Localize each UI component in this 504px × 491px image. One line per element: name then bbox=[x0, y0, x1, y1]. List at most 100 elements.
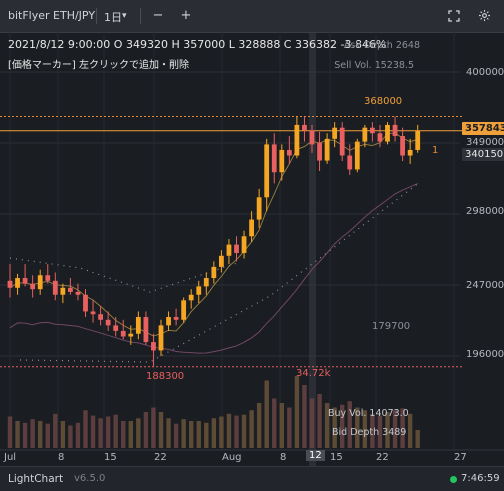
volume-bar bbox=[196, 421, 201, 448]
x-crosshair-label: 12 bbox=[306, 450, 325, 461]
ohlc-readout: 2021/8/12 9:00:00 O 349320 H 357000 L 32… bbox=[8, 38, 387, 51]
x-tick-label: 22 bbox=[376, 452, 389, 463]
x-tick-label: Jul bbox=[4, 452, 17, 463]
volume-bar bbox=[45, 423, 50, 448]
buy-volume-label: Buy Vol. 14073.0 bbox=[328, 408, 409, 419]
hover-price-tag: 340150 bbox=[462, 148, 504, 161]
candle-body bbox=[105, 319, 111, 326]
marker-high-label: 368000 bbox=[364, 96, 403, 107]
toolbar-divider bbox=[140, 8, 141, 24]
candle-body bbox=[392, 124, 398, 137]
volume-bar bbox=[22, 422, 28, 448]
volume-bar bbox=[113, 414, 118, 448]
volume-bar bbox=[105, 416, 111, 448]
candle-body bbox=[151, 342, 156, 351]
candle-body bbox=[271, 144, 277, 173]
status-dot bbox=[450, 476, 457, 483]
candle-body bbox=[7, 280, 13, 288]
candle-body bbox=[339, 127, 345, 156]
x-tick-label: Aug bbox=[222, 452, 242, 463]
volume-bar bbox=[392, 410, 398, 448]
trend-dots-lower bbox=[19, 181, 421, 363]
candle-body bbox=[30, 283, 36, 290]
volume-bar bbox=[256, 403, 262, 448]
interval-selector[interactable]: 1日 bbox=[104, 11, 122, 24]
candle-body bbox=[400, 136, 405, 156]
symbol-label[interactable]: bitFlyer ETH/JPY bbox=[8, 9, 96, 22]
candle-body bbox=[37, 275, 43, 290]
expand-icon[interactable] bbox=[444, 6, 464, 26]
candle-body bbox=[385, 124, 390, 142]
volume-bar bbox=[128, 421, 133, 448]
candle-body bbox=[203, 278, 209, 287]
crosshair-column bbox=[309, 32, 316, 466]
candle-body bbox=[317, 142, 322, 161]
toolbar-divider bbox=[96, 8, 97, 24]
price-chart[interactable] bbox=[0, 32, 504, 466]
candle-body bbox=[158, 325, 164, 351]
volume-bar bbox=[355, 407, 360, 448]
volume-bar bbox=[121, 421, 126, 448]
candle-body bbox=[226, 244, 232, 256]
gear-icon[interactable] bbox=[474, 6, 494, 26]
brand-label: LightChart bbox=[8, 473, 64, 485]
volume-bar bbox=[173, 423, 179, 448]
candle-body bbox=[264, 144, 270, 198]
candle-body bbox=[166, 317, 171, 326]
candle-body bbox=[249, 219, 254, 237]
candle-body bbox=[22, 278, 28, 284]
volume-bar bbox=[370, 413, 375, 448]
candle-body bbox=[211, 266, 217, 279]
grid-lines bbox=[0, 32, 504, 451]
ma-value-label: 179700 bbox=[372, 321, 411, 332]
volume-bar bbox=[189, 421, 194, 448]
volume-bar bbox=[279, 403, 284, 448]
volume-bar bbox=[68, 425, 73, 448]
volume-bar bbox=[166, 418, 171, 448]
candle-body bbox=[45, 275, 51, 281]
volume-bar bbox=[377, 415, 383, 448]
volume-bar bbox=[400, 408, 405, 448]
candle-body bbox=[294, 124, 300, 156]
volume-bar bbox=[241, 414, 247, 448]
clock-label: 7:46:59 bbox=[461, 473, 500, 484]
side-label: 1 bbox=[432, 145, 439, 156]
y-tick-label: 196000 bbox=[466, 349, 504, 360]
candle-body bbox=[370, 127, 375, 134]
candle-body bbox=[256, 197, 262, 220]
candle-body bbox=[302, 124, 307, 131]
chevron-down-icon[interactable]: ▾ bbox=[122, 11, 127, 21]
candle-body bbox=[286, 149, 292, 156]
candle-body bbox=[196, 286, 202, 295]
volume-peak-label: 34.72k bbox=[296, 368, 331, 379]
volume-bar bbox=[151, 407, 156, 448]
candle-body bbox=[98, 314, 103, 320]
footer: LightChart v6.5.0 7:46:59 bbox=[0, 466, 504, 491]
candle-body bbox=[332, 127, 338, 139]
price-marker-hint: [価格マーカー] 左クリックで追加・削除 bbox=[8, 60, 189, 71]
candle-body bbox=[135, 317, 141, 334]
y-tick-label: 247000 bbox=[466, 280, 504, 291]
candle-body bbox=[324, 138, 330, 161]
volume-bar bbox=[75, 422, 81, 448]
volume-bar bbox=[53, 413, 58, 448]
zoom-out-button[interactable]: − bbox=[152, 8, 164, 23]
candle-body bbox=[90, 311, 96, 315]
volume-bar bbox=[90, 415, 96, 448]
y-tick-label: 298000 bbox=[466, 206, 504, 217]
candle-body bbox=[15, 278, 20, 288]
volume-bar bbox=[309, 398, 315, 448]
candle-body bbox=[120, 330, 126, 337]
candle-body bbox=[113, 325, 119, 331]
zoom-in-button[interactable]: + bbox=[180, 8, 192, 23]
x-tick-label: 15 bbox=[104, 452, 117, 463]
x-tick-label: 27 bbox=[454, 452, 467, 463]
candle-body bbox=[279, 149, 285, 173]
volume-bar bbox=[287, 407, 292, 448]
x-tick-label: 15 bbox=[330, 452, 343, 463]
volume-bar bbox=[362, 410, 368, 448]
volume-bar bbox=[272, 398, 277, 448]
volume-bar bbox=[60, 421, 66, 448]
candle-body bbox=[75, 291, 81, 295]
ma-line-long bbox=[9, 183, 418, 354]
